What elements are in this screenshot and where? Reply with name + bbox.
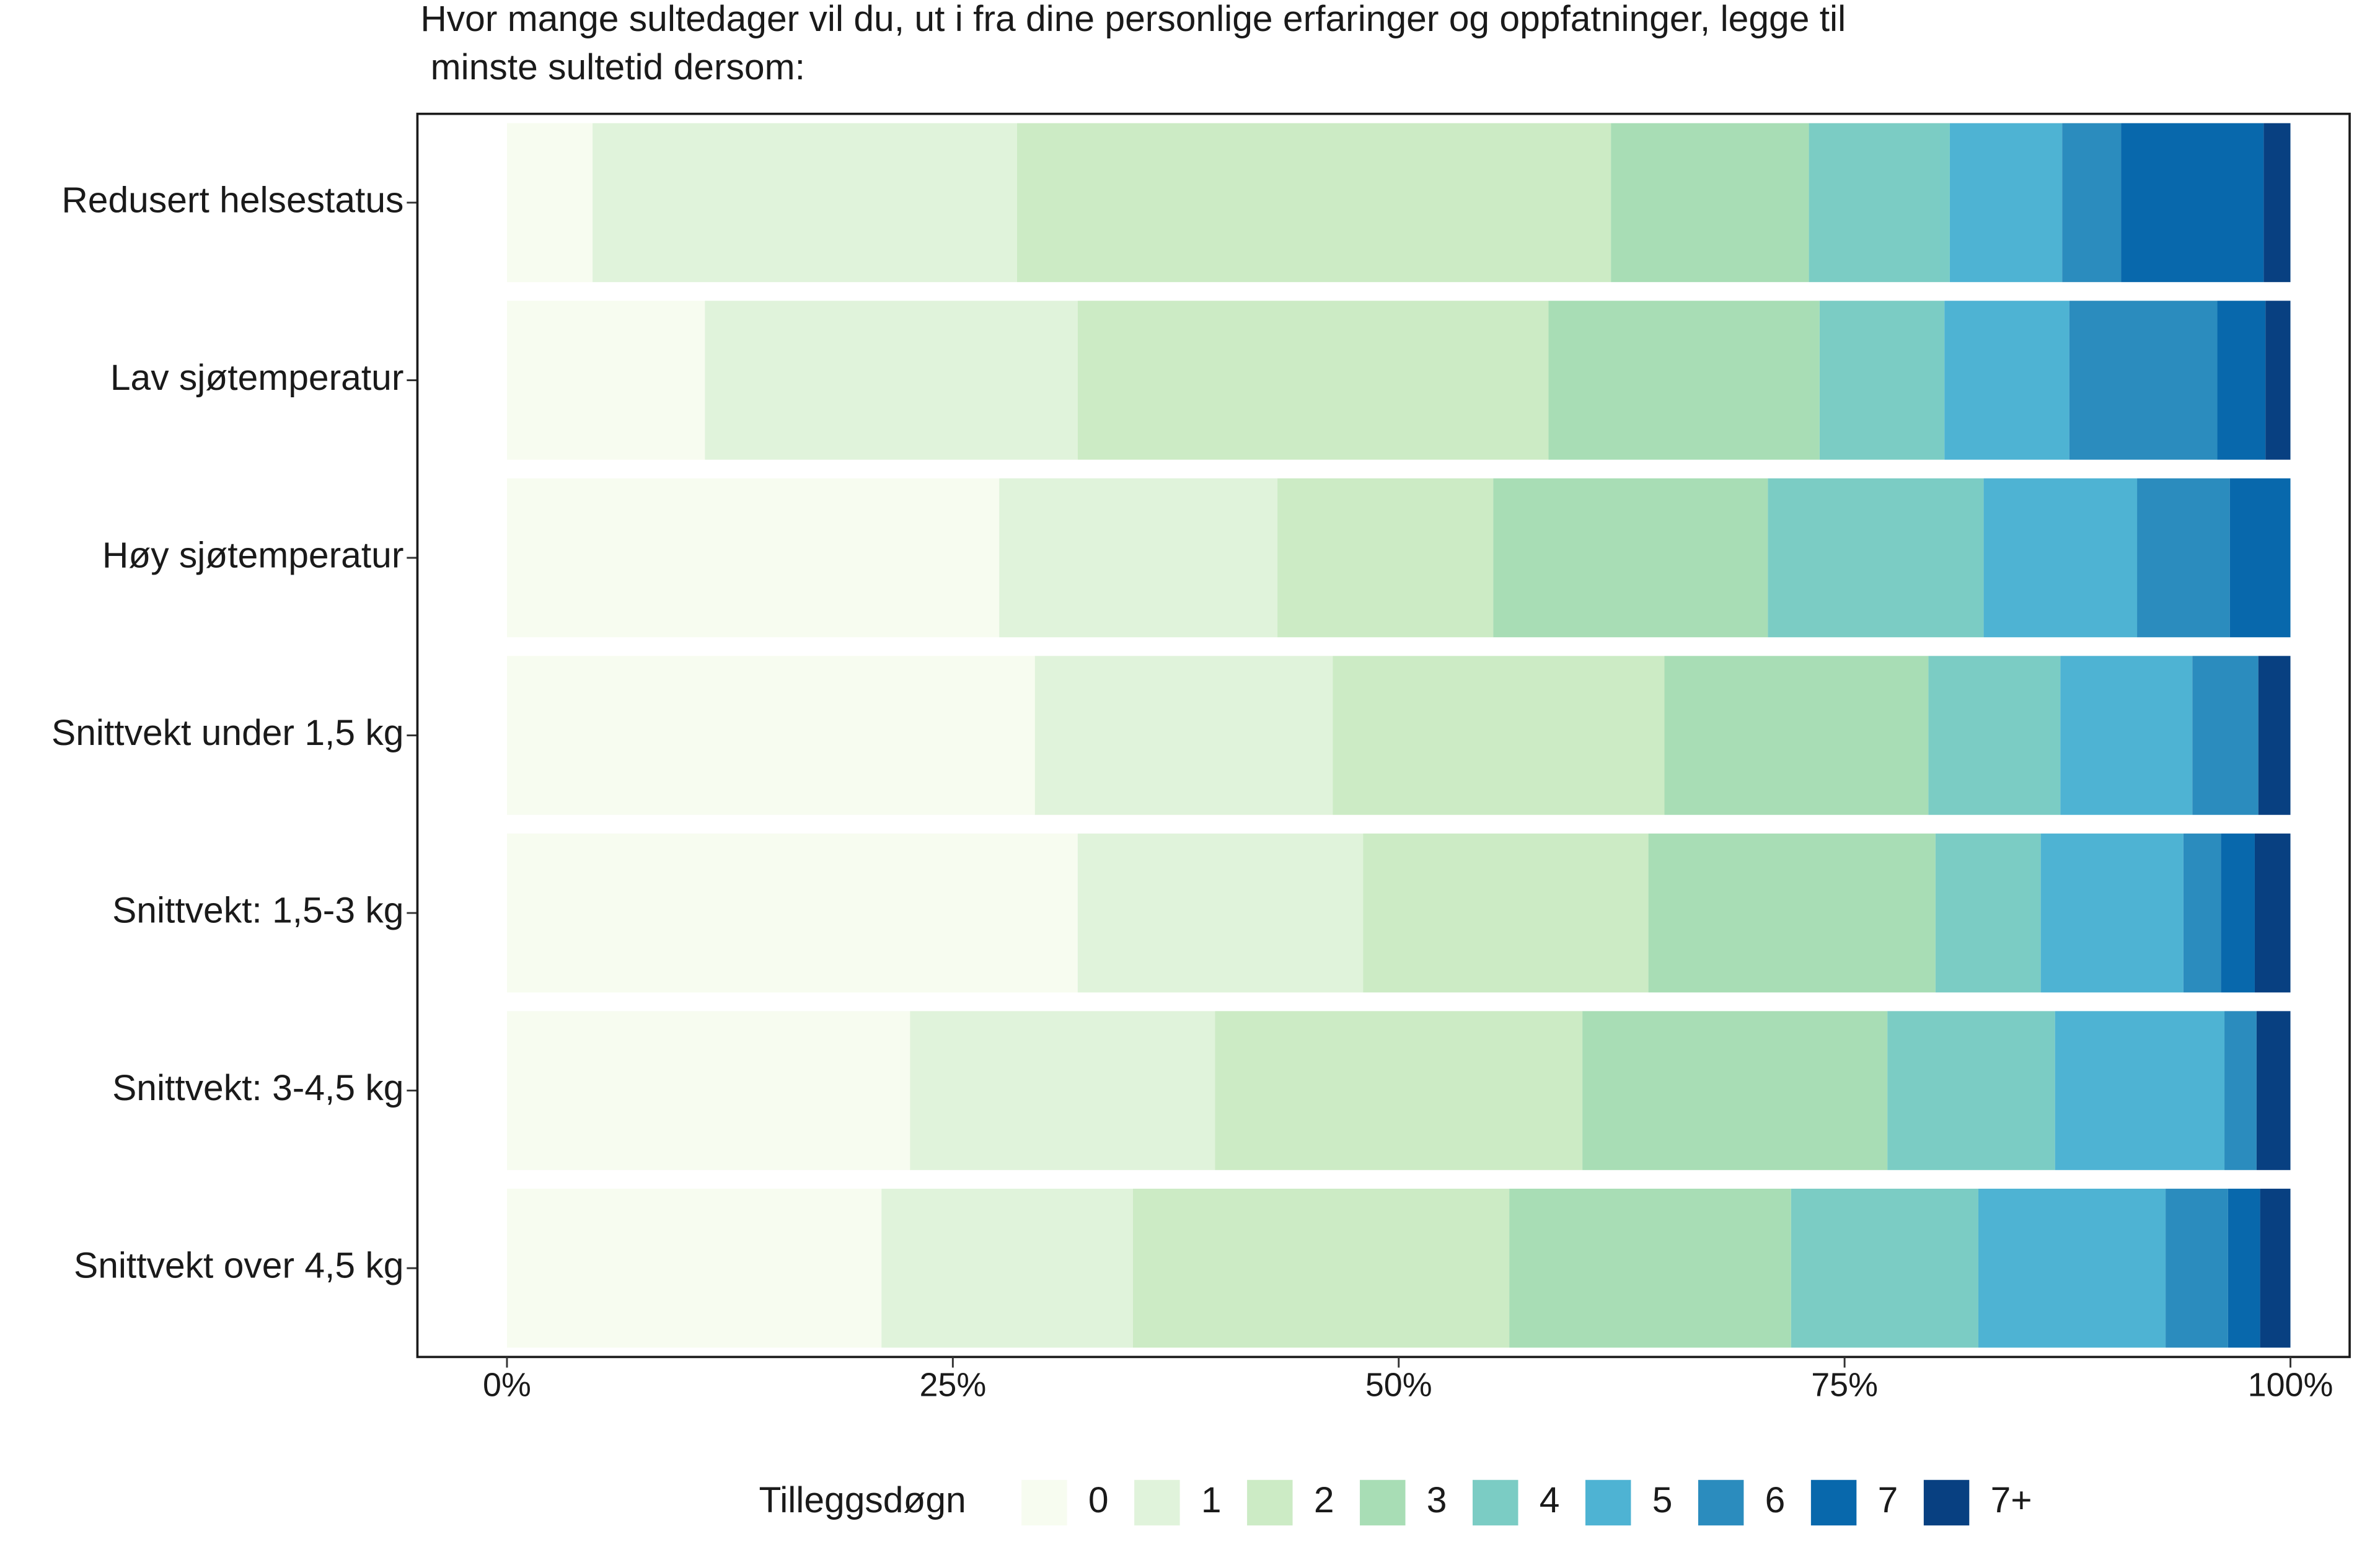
legend-swatch [1360,1479,1406,1526]
legend-swatch [1247,1479,1293,1526]
y-tick-label: Snittvekt over 4,5 kg [74,1246,403,1286]
legend-swatch [1585,1479,1631,1526]
bar-segment [2040,833,2184,993]
bar-segment [506,1188,882,1348]
bar-segment [999,478,1278,638]
y-tick-label: Redusert helsestatus [61,180,403,220]
legend-label: 5 [1652,1480,1673,1520]
legend-swatch [1021,1479,1067,1526]
bar-segment [506,833,1078,993]
x-tick-label: 100% [2248,1367,2334,1404]
bar-segment [1648,833,1936,993]
bar-segment [705,301,1078,460]
bar-segment [2217,301,2266,460]
chart-title: minste sultetid dersom: [420,47,805,87]
legend-swatch [1698,1479,1744,1526]
bar-segment [1887,1011,2055,1170]
bar-segment [506,478,1000,638]
bar-segment [1935,833,2041,993]
bar-segment [1791,1188,1978,1348]
bar-segment [2260,1188,2291,1348]
bar-segment [881,1188,1133,1348]
bar-segment [1016,123,1611,283]
legend-label: 7+ [1991,1480,2032,1520]
bar-segment [1582,1011,1888,1170]
bar-segment [1768,478,1984,638]
legend-swatch [1134,1479,1180,1526]
y-tick-label: Snittvekt: 3-4,5 kg [112,1068,403,1108]
bar-segment [506,301,705,460]
bar-segment [1611,123,1809,283]
bar-segment [2166,1188,2228,1348]
bar-segment [1978,1188,2166,1348]
legend-swatch [1923,1479,1970,1526]
bar-segment [1277,478,1494,638]
bar-segment [1034,656,1333,815]
legend-label: 2 [1314,1480,1334,1520]
bar-segment [2254,833,2291,993]
x-tick-label: 50% [1365,1367,1432,1404]
y-tick-label: Høy sjøtemperatur [102,536,404,576]
legend-label: 0 [1088,1480,1109,1520]
bar-segment [1949,123,2063,283]
y-tick-label: Snittvekt: 1,5-3 kg [112,891,403,931]
bar-segment [1215,1011,1583,1170]
legend-label: 3 [1427,1480,1447,1520]
bar-segment [2192,656,2259,815]
bar-segment [1928,656,2061,815]
y-tick-label: Snittvekt under 1,5 kg [51,713,403,753]
bar-segment [2256,1011,2291,1170]
bar-segment [1983,478,2138,638]
bar-segment [2265,301,2291,460]
bar-segment [2055,1011,2225,1170]
x-tick-label: 25% [919,1367,986,1404]
legend-label: 4 [1540,1480,1560,1520]
bar-segment [1077,301,1549,460]
plot-border [416,112,2351,1359]
legend-swatch [1473,1479,1518,1526]
bar-segment [1509,1188,1791,1348]
bar-segment [2121,123,2264,283]
bar-segment [1944,301,2069,460]
bar-segment [506,656,1035,815]
bar-segment [2137,478,2230,638]
bar-segment [2263,123,2291,283]
bar-segment [1333,656,1665,815]
bar-segment [2069,301,2218,460]
bar-segment [506,1011,910,1170]
bar-segment [2060,656,2193,815]
bar-segment [1363,833,1649,993]
bar-segment [2183,833,2221,993]
bar-segment [506,123,593,283]
bar-segment [2224,1011,2257,1170]
bar-segment [1077,833,1364,993]
bar-segment [2228,1188,2260,1348]
bar-segment [1548,301,1820,460]
bar-segment [2258,656,2291,815]
x-tick-label: 0% [483,1367,531,1404]
bar-segment [910,1011,1215,1170]
bar-segment [2221,833,2255,993]
legend-label: 6 [1765,1480,1786,1520]
bar-segment [593,123,1017,283]
bar-segment [1819,301,1945,460]
bar-segment [1664,656,1929,815]
y-tick-label: Lav sjøtemperatur [110,358,404,398]
bar-segment [1493,478,1768,638]
legend-label: 7 [1878,1480,1898,1520]
bar-segment [2062,123,2122,283]
bar-segment [1809,123,1950,283]
bar-segment [1132,1188,1510,1348]
x-tick-label: 75% [1811,1367,1878,1404]
legend-label: 1 [1201,1480,1222,1520]
bar-segment [2229,478,2291,638]
legend-title: Tilleggsdøgn [759,1480,966,1520]
chart-title: Hvor mange sultedager vil du, ut i fra d… [420,0,1846,39]
legend-swatch [1810,1479,1857,1526]
